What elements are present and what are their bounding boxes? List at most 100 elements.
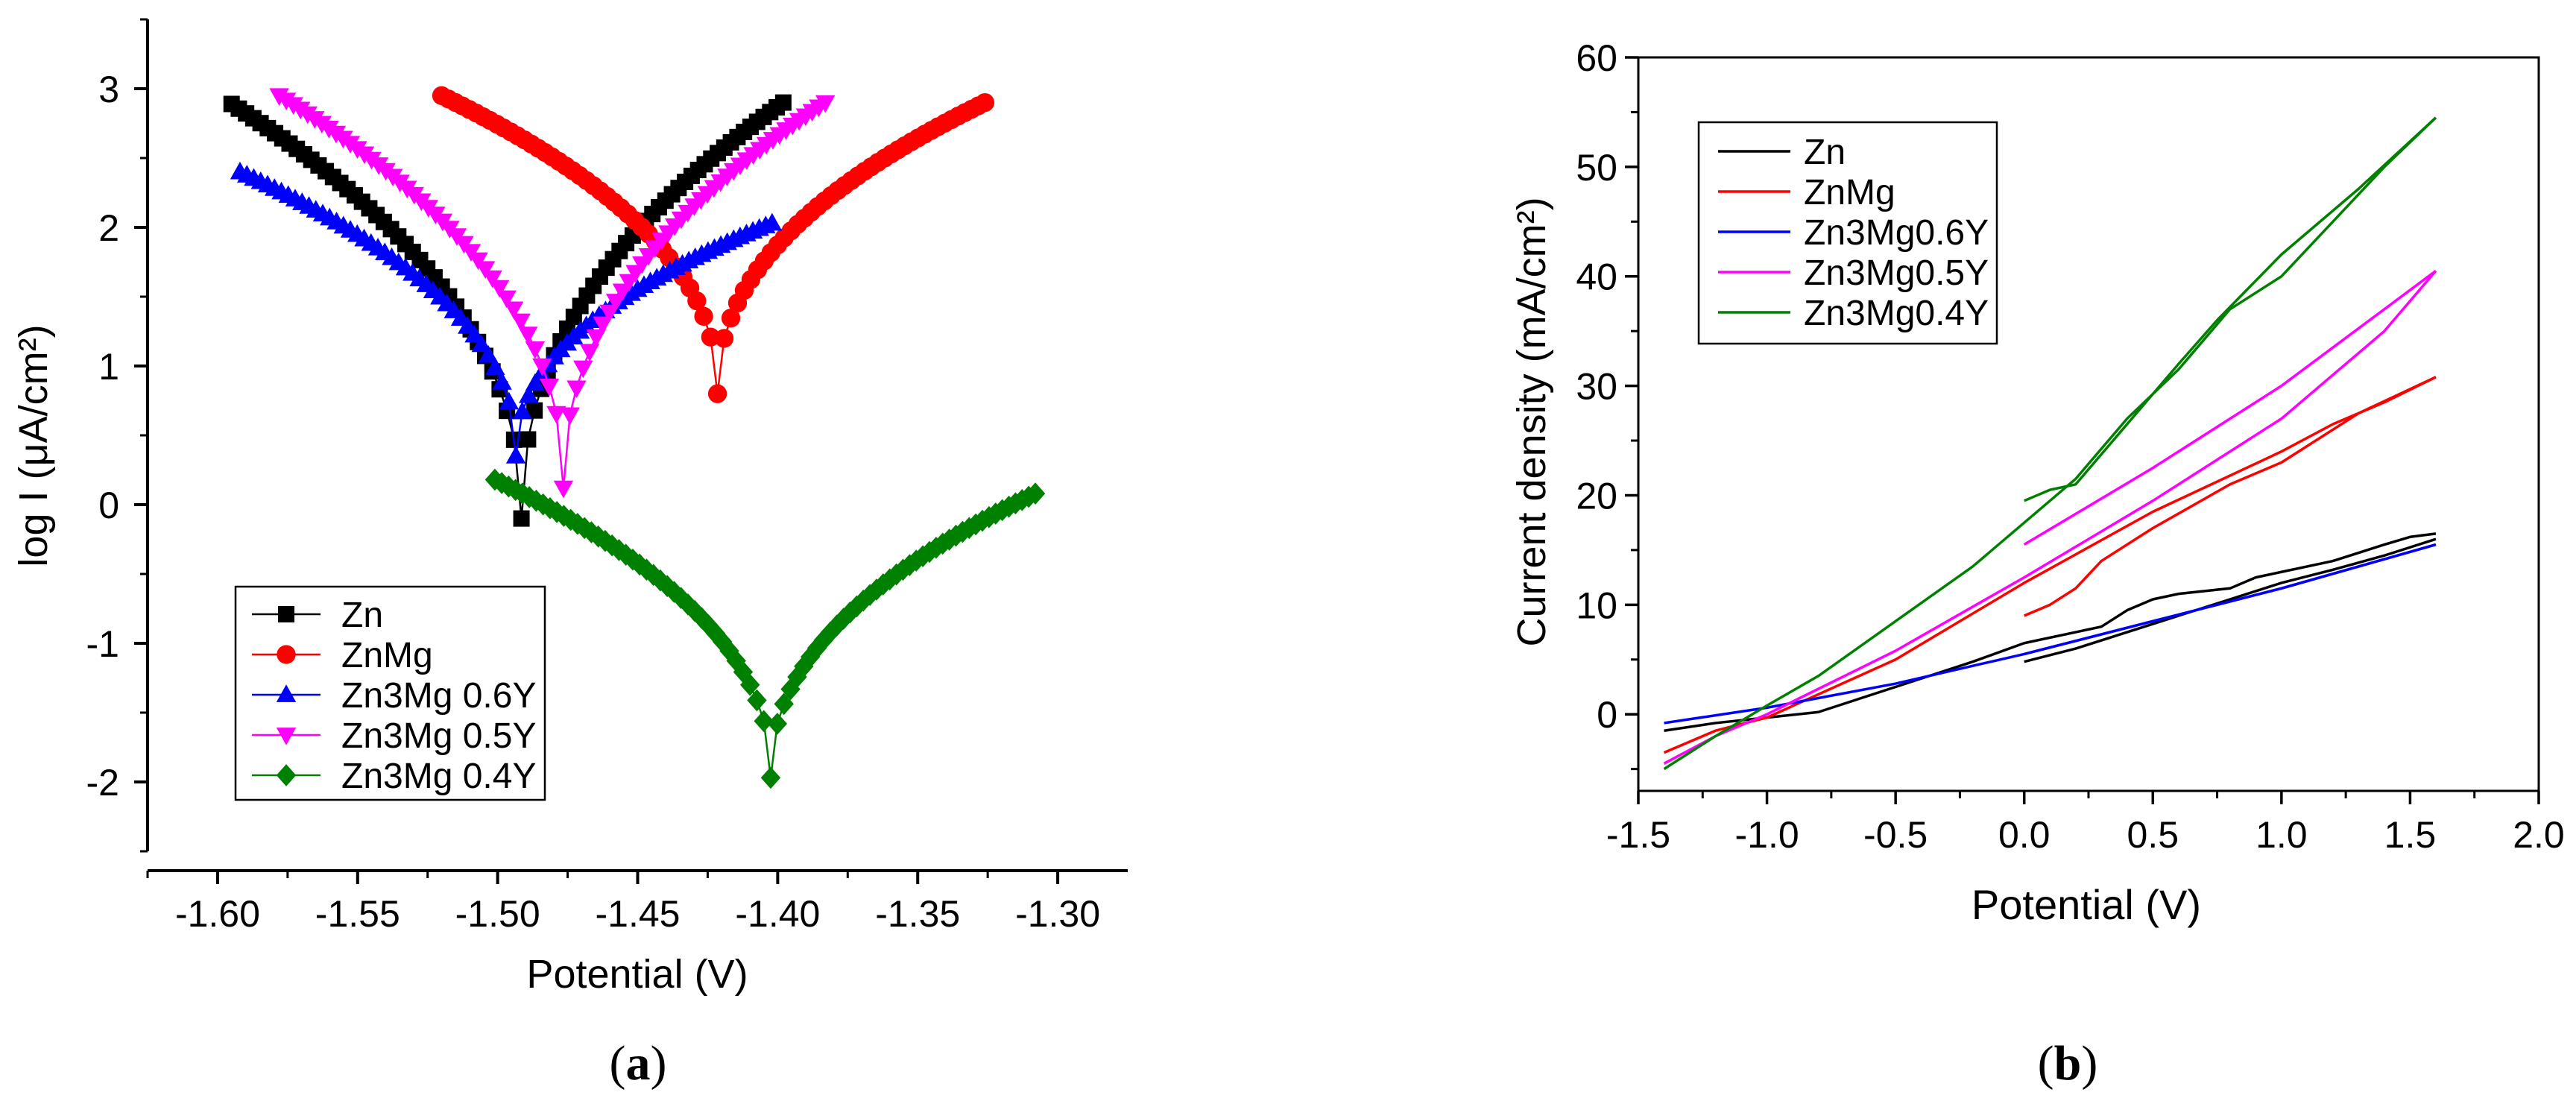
data-point	[754, 710, 774, 733]
x-tick-label: -1.5	[1606, 814, 1670, 856]
panel-a-series	[223, 86, 1046, 789]
data-point	[586, 329, 607, 347]
data-point	[533, 493, 553, 516]
data-point	[599, 304, 619, 323]
data-point	[939, 529, 959, 551]
legend-label: ZnMg	[341, 636, 433, 675]
data-point	[840, 601, 860, 624]
data-point	[499, 391, 520, 410]
data-point	[492, 372, 512, 390]
series-line-reverse	[2023, 269, 2437, 546]
data-point	[794, 654, 814, 678]
data-point	[698, 614, 719, 637]
data-point	[554, 505, 574, 527]
x-tick-label: 0.5	[2127, 814, 2179, 856]
data-point	[767, 713, 788, 735]
data-point	[496, 290, 517, 309]
x-tick-label: -1.30	[1015, 893, 1100, 935]
data-point	[692, 607, 712, 629]
data-point	[975, 92, 995, 113]
data-point	[684, 599, 705, 622]
data-point	[762, 212, 783, 231]
data-point	[707, 384, 727, 403]
series-line-forward	[1663, 270, 2437, 765]
series-line-reverse	[2024, 543, 2437, 656]
data-point	[671, 587, 691, 610]
x-tick-label: -1.35	[875, 893, 960, 935]
data-point	[519, 385, 539, 403]
data-point	[616, 543, 636, 567]
data-point	[893, 558, 913, 581]
data-point	[511, 313, 531, 332]
x-tick-label: -1.45	[596, 893, 681, 935]
legend-label: Zn3Mg 0.5Y	[341, 716, 536, 756]
x-tick-label: 0.0	[1998, 814, 2051, 856]
data-point	[593, 316, 613, 335]
data-point	[532, 358, 552, 376]
data-point	[525, 341, 546, 359]
legend-label: Zn	[1804, 133, 1846, 172]
data-point	[780, 678, 801, 701]
data-point	[513, 510, 530, 527]
legend-marker	[276, 728, 297, 745]
data-point	[774, 94, 792, 111]
y-tick-label: -1	[86, 623, 119, 665]
data-point	[866, 578, 887, 601]
series-zn3mg-0.5y	[269, 88, 836, 499]
y-tick-label: 30	[1576, 366, 1617, 408]
legend-label: Zn3Mg 0.6Y	[341, 676, 536, 716]
y-tick-label: 3	[98, 69, 119, 110]
legend-marker	[278, 606, 294, 622]
data-point	[539, 379, 560, 397]
data-point	[687, 291, 707, 311]
legend-label: Zn3Mg0.4Y	[1804, 294, 1989, 333]
data-point	[489, 280, 510, 298]
data-point	[953, 520, 973, 543]
chart-panel-b: 0 10 20 30 40 50 60 -1.5 -1.0 -0.5 0.0 0.5 1.0 1.5 2.0…	[1509, 37, 2565, 1091]
data-point	[1025, 482, 1046, 505]
panel-a-caption: (a)	[610, 1036, 667, 1091]
panel-b-caption-letter: b	[2054, 1036, 2082, 1091]
series-zn3mg0.5y	[1663, 269, 2437, 765]
data-point	[520, 431, 537, 448]
data-point	[526, 402, 543, 419]
data-point	[815, 95, 836, 113]
data-point	[919, 540, 940, 564]
x-tick-label: -1.60	[175, 893, 260, 935]
data-point	[518, 326, 538, 344]
legend-label: Zn3Mg0.6Y	[1804, 213, 1989, 253]
legend-label: Zn	[341, 596, 383, 635]
data-point	[482, 270, 502, 288]
legend-marker	[277, 645, 296, 664]
y-tick-label: 0	[98, 485, 119, 526]
data-point	[747, 689, 767, 712]
legend-label: Zn3Mg 0.4Y	[341, 757, 536, 796]
y-tick-label: 2	[98, 207, 119, 249]
panel-a-caption-letter: a	[626, 1036, 651, 1091]
y-tick-label: 10	[1576, 584, 1617, 626]
panel-b-ylabel: Current density (mA/cm²)	[1509, 197, 1554, 646]
y-tick-label: 60	[1576, 37, 1617, 79]
data-point	[774, 693, 794, 716]
series-line-forward	[1664, 532, 2437, 732]
data-point	[926, 536, 947, 559]
x-tick-label: -1.55	[315, 893, 400, 935]
data-point	[566, 380, 587, 399]
series-line-reverse	[2024, 537, 2437, 663]
data-point	[959, 517, 979, 540]
series-line-forward	[1664, 543, 2437, 725]
data-point	[813, 628, 834, 652]
data-point	[859, 584, 880, 607]
panel-a-xlabel: Potential (V)	[526, 952, 748, 997]
x-tick-label: 1.5	[2384, 814, 2437, 856]
y-tick-label: 1	[98, 346, 119, 388]
data-point	[740, 673, 760, 696]
data-point	[900, 554, 920, 576]
data-point	[505, 446, 526, 464]
data-point	[946, 524, 966, 547]
data-point	[546, 501, 567, 523]
